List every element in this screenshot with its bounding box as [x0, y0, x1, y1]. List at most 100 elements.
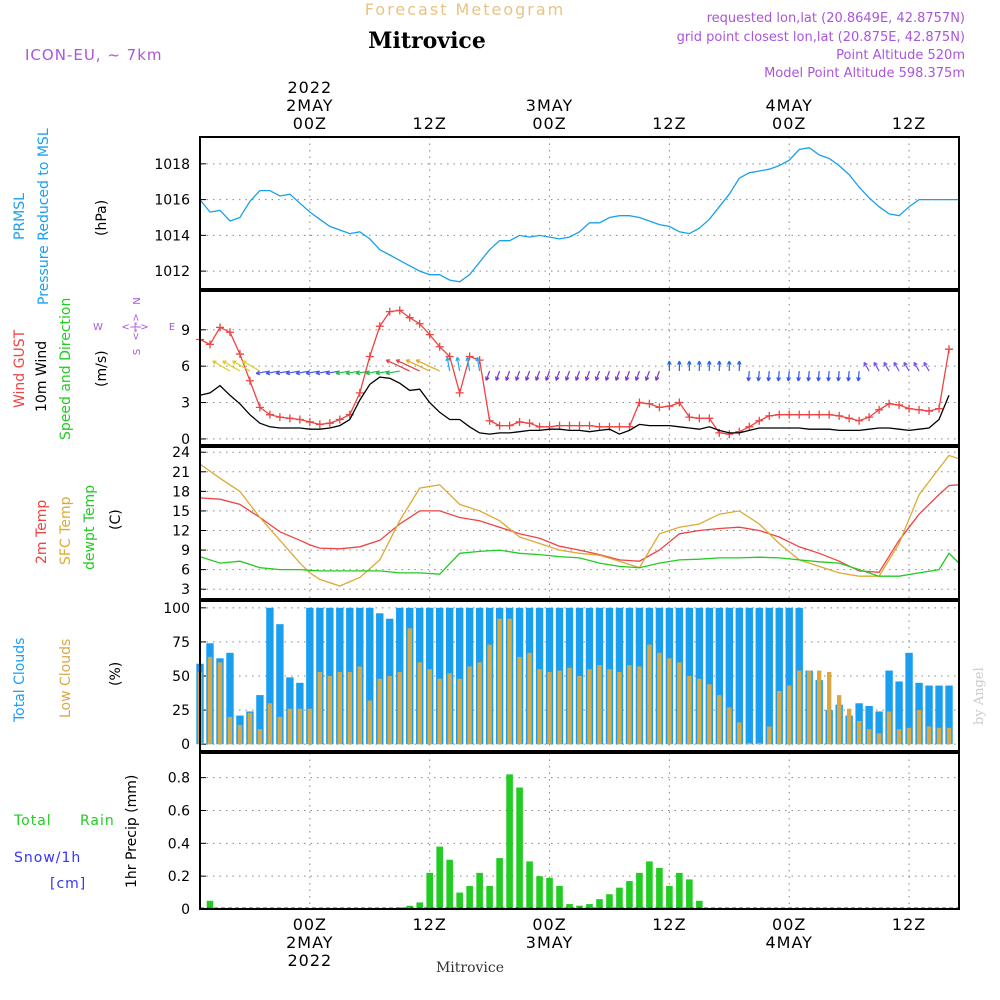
total-cloud-bar	[276, 624, 284, 745]
wind-direction-arrow	[545, 370, 551, 381]
low-cloud-bar	[577, 676, 582, 745]
gust-marker	[905, 404, 914, 413]
gust-marker	[685, 413, 694, 422]
gust-marker	[855, 416, 864, 425]
compass-rose: N S W E <-|-> <-|->	[93, 297, 175, 355]
rain-bar	[656, 867, 663, 909]
low-cloud-bar	[737, 722, 742, 745]
rain-bar	[586, 904, 593, 909]
gust-marker	[495, 421, 504, 430]
low-cloud-bar	[457, 678, 462, 745]
y-tick-label: 0	[181, 902, 190, 918]
gust-marker	[285, 414, 294, 423]
wind-direction-arrow	[856, 370, 861, 382]
y-tick-label: 0.8	[168, 771, 190, 787]
low-cloud-bar	[417, 662, 422, 745]
y-tick-label: 3	[181, 582, 190, 598]
wind-direction-arrow	[515, 370, 521, 381]
y-tick-label: 9	[181, 323, 190, 339]
low-cloud-bar	[597, 665, 602, 745]
low-cloud-bar	[287, 708, 293, 745]
gust-marker	[635, 398, 644, 407]
total-cloud-bar	[725, 607, 733, 745]
gust-marker	[465, 352, 474, 361]
rain-bar	[536, 876, 543, 909]
x-bottom-tick-label: 12Z	[413, 915, 447, 934]
wind-direction-arrow	[325, 370, 340, 376]
x-bottom-tick-label: 00Z	[532, 915, 566, 934]
low-cloud-bar	[836, 695, 842, 745]
x-top-tick-label: 4MAY	[765, 96, 812, 115]
series-line-10m-wind	[199, 376, 950, 435]
wind-direction-arrow	[525, 370, 531, 381]
svg-text:<-|->: <-|->	[121, 322, 148, 333]
gust-marker	[525, 419, 534, 428]
low-cloud-bar	[567, 667, 572, 745]
wind-direction-arrow	[395, 359, 420, 372]
x-top-tick-label: 12Z	[413, 114, 447, 133]
rain-bar	[616, 887, 623, 909]
gust-marker	[695, 414, 704, 423]
wind-direction-arrow	[667, 360, 672, 372]
low-cloud-bar	[237, 725, 243, 745]
wind-direction-arrow	[706, 360, 712, 372]
compass-s: S	[132, 349, 143, 355]
rain-bar	[476, 872, 483, 909]
gust-marker	[235, 350, 244, 359]
low-cloud-bar	[896, 729, 902, 745]
low-cloud-bar	[727, 707, 732, 745]
y-tick-label: 18	[172, 484, 190, 500]
temp-label-dewpt: dewpt Temp	[82, 485, 98, 570]
gust-marker	[865, 413, 874, 422]
gust-marker	[925, 407, 934, 416]
wind-direction-arrow	[295, 370, 310, 376]
temp-unit: (C)	[108, 509, 124, 530]
x-top-tick-label: 12Z	[652, 114, 686, 133]
wind-direction-arrow	[385, 359, 410, 372]
cloud-label-low: Low Clouds	[58, 639, 74, 718]
rain-bar	[486, 886, 493, 909]
low-cloud-bar	[487, 644, 492, 745]
low-cloud-bar	[537, 669, 542, 745]
y-tick-label: 12	[172, 524, 190, 540]
wind-direction-arrow	[923, 361, 930, 372]
rain-bar	[676, 872, 683, 909]
low-cloud-bar	[517, 656, 522, 745]
wind-direction-arrow	[232, 360, 251, 372]
gust-marker	[335, 415, 344, 424]
wind-direction-arrow	[806, 370, 811, 382]
rain-bar	[596, 899, 603, 909]
requested-coords: requested lon,lat (20.8649E, 42.8757N)	[707, 11, 965, 26]
wind-direction-arrow	[355, 370, 370, 376]
rain-bar	[206, 900, 214, 909]
low-cloud-bar	[916, 710, 922, 745]
temp-label-sfc: SFC Temp	[58, 496, 74, 565]
low-cloud-bar	[807, 670, 812, 745]
total-cloud-bar	[376, 613, 384, 745]
total-cloud-bar	[925, 685, 933, 745]
gust-marker	[485, 416, 494, 425]
grid-point-coords: grid point closest lon,lat (20.875E, 42.…	[677, 30, 965, 45]
y-tick-label: 75	[172, 635, 190, 651]
gust-marker	[595, 422, 604, 431]
wind-unit: (m/s)	[94, 350, 110, 387]
low-cloud-bar	[387, 676, 392, 745]
gust-marker	[415, 319, 424, 328]
pressure-label-prmsl: PRMSL	[12, 193, 28, 240]
wind-direction-arrow	[212, 360, 231, 372]
wind-direction-arrow	[677, 360, 682, 372]
rain-bar	[436, 846, 443, 909]
gust-marker	[755, 416, 764, 425]
wind-direction-arrow	[415, 359, 440, 372]
gust-marker	[575, 421, 584, 430]
panel-frame	[199, 136, 960, 290]
wind-direction-arrow	[555, 370, 561, 381]
wind-direction-arrow	[365, 370, 380, 376]
rain-bar	[626, 881, 633, 909]
gust-marker	[585, 421, 594, 430]
pressure-label-desc: Pressure Reduced to MSL	[36, 128, 52, 305]
panel-frame	[199, 600, 960, 752]
wind-direction-arrow	[475, 356, 481, 372]
gust-marker	[945, 345, 954, 354]
low-cloud-bar	[787, 685, 792, 745]
